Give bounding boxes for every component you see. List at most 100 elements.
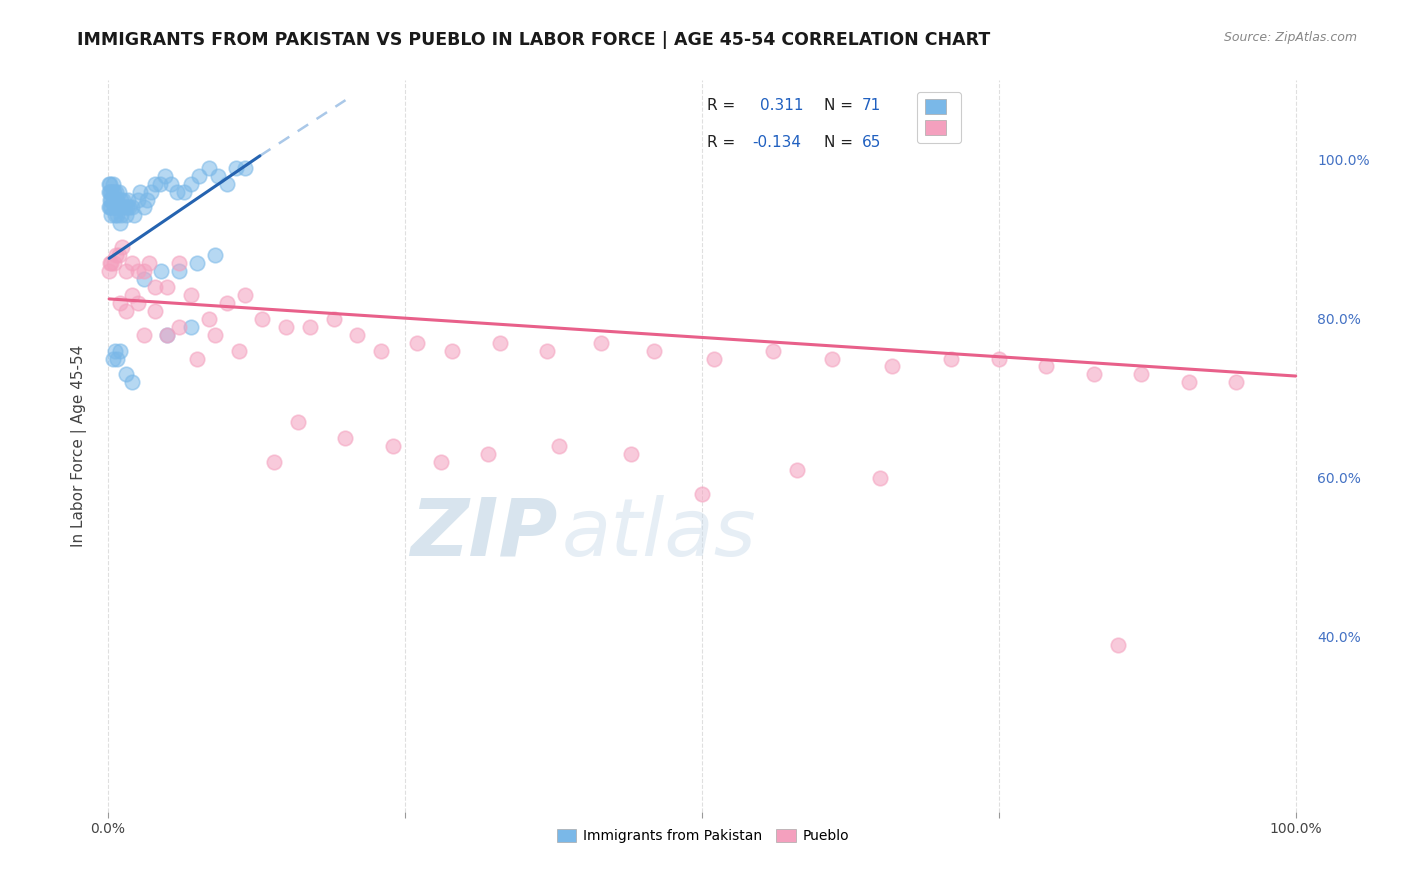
Point [167,264,190,278]
Point [821,351,844,366]
Point [104,201,127,215]
Point [101,193,124,207]
Point [382,439,405,453]
Text: IMMIGRANTS FROM PAKISTAN VS PUEBLO IN LABOR FORCE | AGE 45-54 CORRELATION CHART: IMMIGRANTS FROM PAKISTAN VS PUEBLO IN LA… [77,31,991,49]
Point [149,177,172,191]
Point [207,169,229,183]
Point [188,169,211,183]
Point [869,471,891,485]
Point [405,335,427,350]
Point [132,201,155,215]
Point [160,177,183,191]
Point [167,319,190,334]
Point [104,193,127,207]
Point [121,256,143,270]
Point [105,201,128,215]
Point [114,209,136,223]
Y-axis label: In Labor Force | Age 45-54: In Labor Force | Age 45-54 [72,345,87,547]
Text: 71: 71 [862,98,880,113]
Point [880,359,903,374]
Point [167,256,190,270]
Point [107,209,129,223]
Point [186,256,208,270]
Point [127,193,149,207]
Point [132,327,155,342]
Point [274,319,297,334]
Point [335,431,357,445]
Point [101,351,124,366]
Point [111,240,134,254]
Point [198,161,221,175]
Point [107,201,129,215]
Point [127,264,149,278]
Text: ZIP: ZIP [411,495,558,573]
Point [298,319,321,334]
Point [112,193,135,207]
Point [145,177,167,191]
Point [103,185,125,199]
Point [98,193,121,207]
Point [215,296,238,310]
Point [370,343,392,358]
Text: 0.311: 0.311 [759,98,803,113]
Point [263,455,285,469]
Point [1083,368,1105,382]
Point [100,201,122,215]
Point [786,463,808,477]
Point [108,201,131,215]
Point [225,161,247,175]
Point [139,185,162,199]
Point [121,201,143,215]
Point [98,201,121,215]
Point [987,351,1010,366]
Point [100,256,122,270]
Point [105,248,128,262]
Point [173,185,195,199]
Point [98,177,121,191]
Point [118,201,141,215]
Point [1130,368,1153,382]
Point [105,185,128,199]
Point [441,343,464,358]
Point [619,447,641,461]
Point [180,288,202,302]
Point [110,193,132,207]
Point [252,311,274,326]
Text: -0.134: -0.134 [752,135,801,150]
Point [233,288,256,302]
Point [228,343,250,358]
Point [204,248,226,262]
Point [122,209,145,223]
Point [489,335,512,350]
Point [98,201,121,215]
Point [166,185,188,199]
Text: Source: ZipAtlas.com: Source: ZipAtlas.com [1223,31,1357,45]
Point [104,209,127,223]
Point [1107,638,1129,652]
Point [429,455,451,469]
Point [138,256,160,270]
Point [941,351,963,366]
Point [114,201,136,215]
Point [114,303,136,318]
Point [215,177,238,191]
Point [107,193,129,207]
Point [108,343,131,358]
Point [322,311,344,326]
Point [346,327,368,342]
Point [103,201,125,215]
Point [287,415,309,429]
Point [104,343,127,358]
Point [132,264,155,278]
Point [132,272,155,286]
Point [186,351,208,366]
Point [136,193,159,207]
Point [103,256,125,270]
Point [548,439,571,453]
Point [129,185,152,199]
Point [107,351,129,366]
Point [153,169,176,183]
Point [690,486,713,500]
Point [108,216,131,230]
Point [145,303,167,318]
